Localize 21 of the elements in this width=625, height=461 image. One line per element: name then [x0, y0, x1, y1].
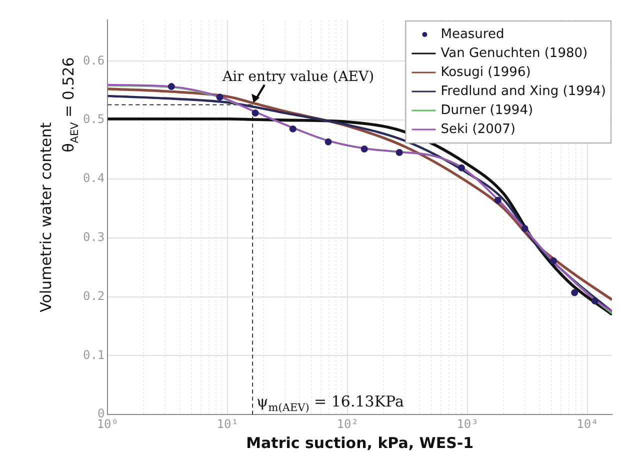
legend-label: Fredlund and Xing (1994) — [440, 84, 606, 99]
legend-label: Durner (1994) — [440, 102, 534, 118]
y-tick-label: 0.2 — [82, 288, 105, 303]
x-axis-title: Matric suction, kPa, WES-1 — [246, 434, 474, 452]
x-tick-label: 10⁴ — [576, 416, 598, 431]
y-tick-label: 0.3 — [82, 230, 105, 244]
x-tick-label: 10¹ — [216, 416, 238, 431]
ref-line-label: θAEV = 0.526 — [60, 57, 82, 152]
y-tick-label: 0.1 — [82, 348, 105, 362]
y-tick-label: 0.4 — [82, 171, 105, 186]
legend-label: Measured — [440, 26, 504, 42]
y-tick-label: 0.6 — [82, 53, 105, 68]
y-axis-title: Volumetric water content — [36, 122, 55, 312]
annotation: Air entry value (AEV) — [222, 68, 374, 85]
y-tick-label: 0.5 — [82, 112, 105, 126]
x-tick-label: 10⁰ — [96, 416, 119, 431]
legend-label: Van Genuchten (1980) — [440, 46, 588, 61]
legend-label: Kosugi (1996) — [440, 64, 531, 80]
legend-label: Seki (2007) — [440, 122, 516, 137]
x-tick-label: 10³ — [456, 416, 478, 431]
x-tick-label: 10² — [336, 416, 358, 431]
